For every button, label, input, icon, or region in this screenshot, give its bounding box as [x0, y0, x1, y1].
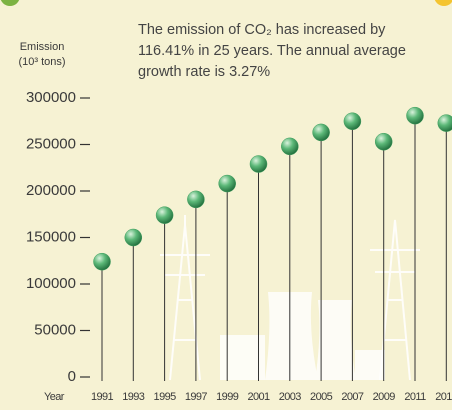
x-tick-label: 2005 [310, 391, 333, 403]
ball [249, 155, 268, 173]
x-tick-label: 1991 [91, 391, 114, 403]
ball [155, 206, 174, 224]
background-illustration [160, 215, 420, 381]
decor-dot [434, 0, 452, 6]
x-tick-label: 2013 [435, 391, 452, 403]
x-tick-label: 1993 [122, 391, 145, 403]
y-tick-label: 150000 [26, 228, 76, 245]
x-tick-label: 1999 [216, 391, 239, 403]
x-tick-label: 1995 [154, 391, 177, 403]
x-tick-label: 2003 [279, 391, 302, 403]
ball [374, 132, 393, 151]
x-axis-label: Year [44, 391, 65, 403]
ball [406, 106, 424, 125]
decor-dot [0, 0, 20, 6]
y-axis-label: (10³ tons) [18, 56, 65, 68]
y-tick-label: 50000 [34, 321, 76, 338]
ball [93, 252, 111, 271]
ball [437, 114, 452, 132]
x-tick-label: 2011 [404, 391, 426, 403]
ball [124, 228, 143, 247]
annotation: growth rate is 3.27% [138, 64, 270, 80]
y-tick-label: 250000 [26, 135, 76, 152]
y-tick-label: 200000 [26, 182, 76, 199]
x-tick-label: 2009 [373, 391, 396, 403]
ball [312, 123, 330, 142]
ball [218, 174, 236, 193]
ball [281, 137, 299, 156]
y-tick-label: 0 [68, 368, 76, 385]
y-axis-label: Emission [20, 41, 65, 53]
y-tick-label: 300000 [26, 89, 76, 106]
annotation: The emission of CO₂ has increased by [138, 22, 386, 38]
y-tick-label: 100000 [26, 275, 76, 292]
ball [187, 190, 205, 209]
x-tick-label: 1997 [185, 391, 208, 403]
x-tick-label: 2001 [247, 391, 270, 403]
ball [343, 112, 362, 130]
annotation: 116.41% in 25 years. The annual average [138, 43, 406, 59]
x-tick-label: 2007 [341, 391, 364, 403]
